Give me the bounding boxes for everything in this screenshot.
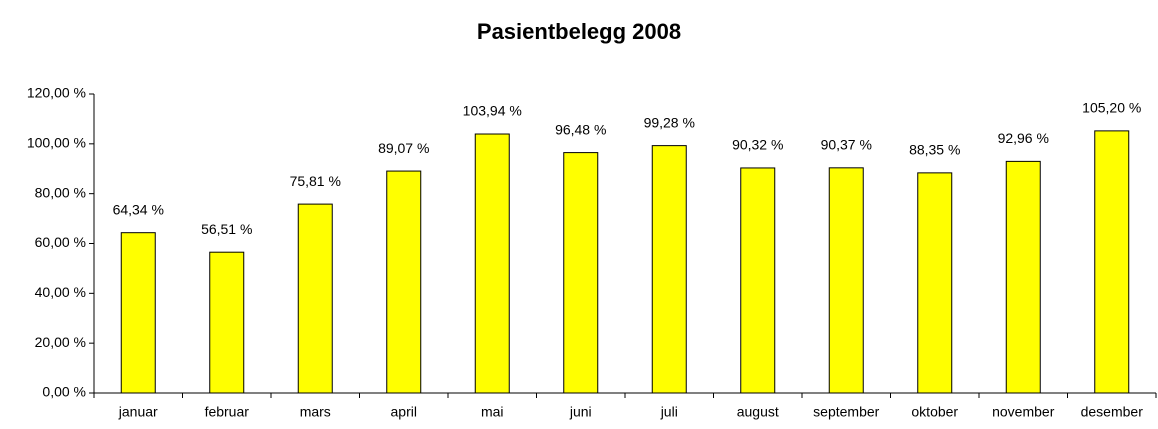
x-tick-label: november	[992, 404, 1055, 420]
value-label: 90,37 %	[821, 137, 872, 153]
bar	[651, 145, 687, 394]
value-label: 88,35 %	[909, 142, 960, 158]
y-tick-label: 120,00 %	[27, 85, 86, 101]
bar	[563, 152, 599, 394]
bar	[474, 133, 510, 394]
chart-title: Pasientbelegg 2008	[477, 19, 681, 44]
x-tick-label: april	[391, 404, 417, 420]
bar	[1094, 130, 1130, 394]
bar	[740, 167, 776, 394]
x-tick-label: desember	[1081, 404, 1144, 420]
y-tick-label: 100,00 %	[27, 135, 86, 151]
x-tick-label: februar	[205, 404, 250, 420]
x-tick-label: juli	[660, 404, 678, 420]
x-tick-label: oktober	[911, 404, 958, 420]
y-tick-label: 80,00 %	[35, 184, 86, 200]
bar	[209, 251, 245, 394]
value-label: 103,94 %	[463, 103, 522, 119]
x-tick-label: september	[813, 404, 879, 420]
value-label: 96,48 %	[555, 121, 606, 137]
value-label: 75,81 %	[290, 173, 341, 189]
value-label: 99,28 %	[644, 114, 695, 130]
value-label: 56,51 %	[201, 221, 252, 237]
bar	[917, 172, 953, 394]
x-tick-label: januar	[118, 404, 158, 420]
value-label: 105,20 %	[1082, 100, 1141, 116]
value-label: 64,34 %	[113, 201, 164, 217]
x-tick-label: juni	[569, 404, 592, 420]
y-tick-label: 40,00 %	[35, 284, 86, 300]
value-label: 92,96 %	[998, 130, 1049, 146]
value-label: 90,32 %	[732, 137, 783, 153]
x-tick-label: mars	[300, 404, 331, 420]
x-tick-label: mai	[481, 404, 504, 420]
x-tick-label: august	[737, 404, 779, 420]
bar	[386, 170, 422, 394]
value-label: 89,07 %	[378, 140, 429, 156]
bar	[297, 203, 333, 394]
bar	[828, 167, 864, 394]
y-tick-label: 20,00 %	[35, 334, 86, 350]
bar	[120, 232, 156, 394]
y-tick-label: 60,00 %	[35, 234, 86, 250]
y-tick-label: 0,00 %	[42, 384, 86, 400]
bar	[1005, 160, 1041, 394]
